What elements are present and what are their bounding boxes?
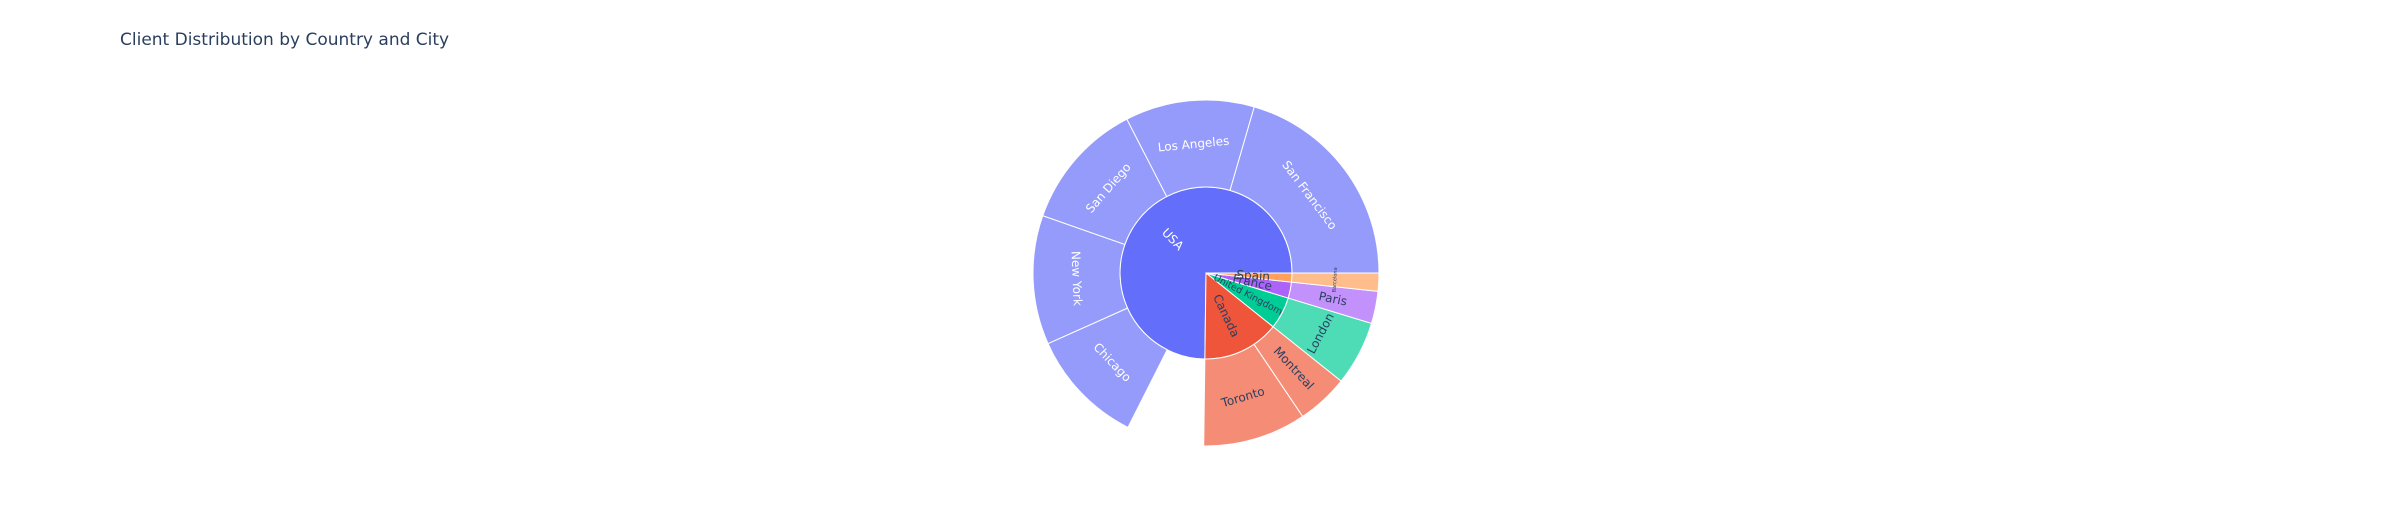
label-barcelona: Barcelona (1332, 267, 1339, 292)
chart-title: Client Distribution by Country and City (120, 30, 450, 50)
sector-london[interactable] (1272, 297, 1373, 382)
sector-los-angeles[interactable] (1126, 99, 1255, 198)
sector-san-francisco[interactable] (1229, 106, 1380, 274)
label-spain: Spain (1236, 268, 1270, 284)
label-paris: Paris (1317, 289, 1348, 308)
sector-toronto[interactable] (1203, 343, 1304, 447)
label-los-angeles: Los Angeles (1157, 134, 1230, 155)
sector-new-york[interactable] (1032, 215, 1129, 345)
sector-paris[interactable] (1287, 281, 1379, 325)
label-new-york: New York (1068, 251, 1084, 307)
sector-montreal[interactable] (1253, 326, 1342, 418)
sector-san-diego[interactable] (1042, 118, 1168, 246)
sunburst-arcs (1032, 99, 1380, 447)
sector-chicago[interactable] (1047, 307, 1168, 429)
sector-barcelona[interactable] (1290, 272, 1380, 292)
